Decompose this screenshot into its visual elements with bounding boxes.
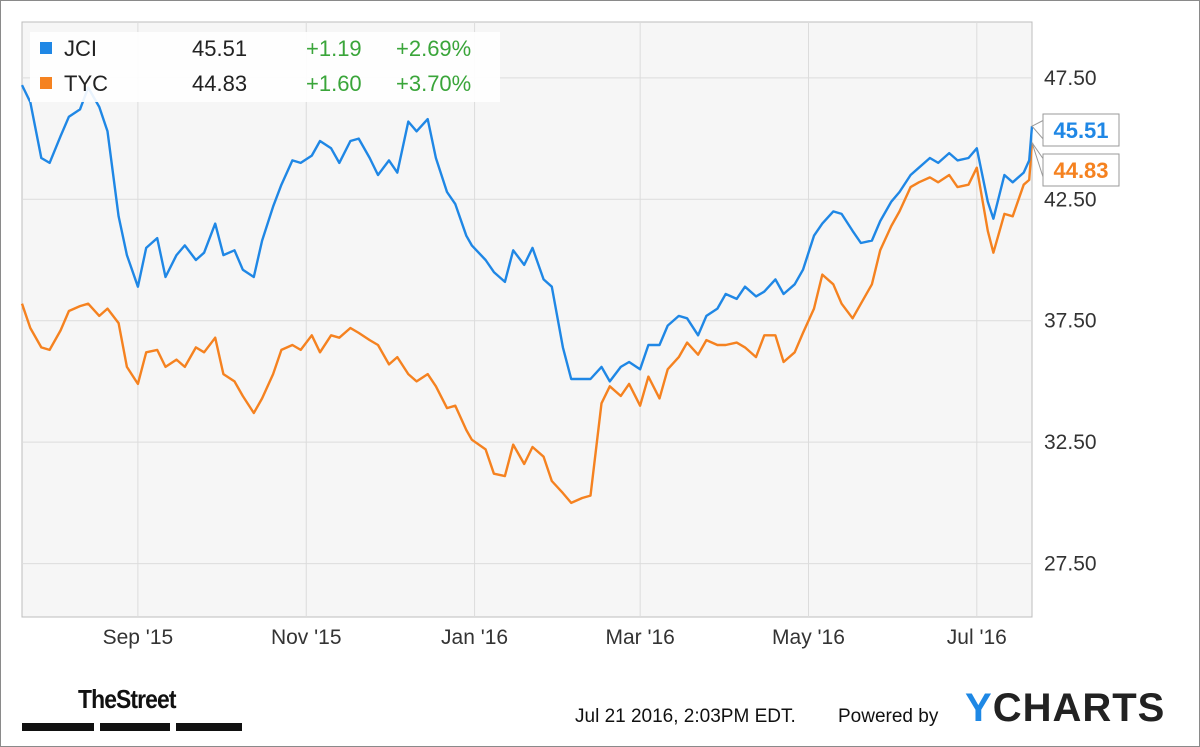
y-tick-label: 42.50 [1044, 188, 1097, 211]
series-line-jci [20, 84, 1034, 383]
series-line-tyc [20, 142, 1034, 505]
plot-area [21, 21, 1033, 618]
legend-row-jci: JCI 45.51 +1.19 +2.69% [40, 36, 471, 61]
legend-change: +1.19 [306, 36, 362, 61]
end-label-tyc: 44.83 [1053, 158, 1108, 183]
x-tick-label: Jan '16 [441, 626, 508, 649]
y-tick-label: 32.50 [1044, 431, 1097, 454]
y-tick-label: 27.50 [1044, 553, 1097, 576]
ycharts-logo[interactable]: YCHARTS [965, 686, 1165, 731]
ycharts-logo-y: Y [965, 686, 993, 730]
powered-by-text: Powered by [838, 706, 939, 727]
legend-symbol: TYC [64, 71, 108, 96]
end-label-pointer [1031, 119, 1045, 142]
legend-swatch-tyc [40, 77, 52, 89]
x-tick-label: Jul '16 [947, 626, 1007, 649]
logo-bar [176, 723, 242, 731]
end-labels: 45.51 44.83 [1031, 113, 1120, 187]
axis-ticks: 27.50 32.50 37.50 42.50 47.50 Sep '15 Nov '15 J… [103, 67, 1097, 649]
series-layer [20, 84, 1034, 505]
legend: JCI 45.51 +1.19 +2.69% TYC 44.83 +1.60 +… [30, 32, 500, 102]
legend-percent: +2.69% [396, 36, 471, 61]
end-label-box [1042, 153, 1120, 187]
x-tick-label: Nov '15 [271, 626, 342, 649]
y-tick-label: 37.50 [1044, 310, 1097, 333]
x-tick-label: Mar '16 [605, 626, 674, 649]
logo-bar [100, 723, 170, 731]
legend-row-tyc: TYC 44.83 +1.60 +3.70% [40, 71, 471, 96]
timestamp: Jul 21 2016, 2:03PM EDT. [575, 706, 796, 727]
legend-background [30, 32, 500, 102]
logo-bar [22, 723, 94, 731]
legend-percent: +3.70% [396, 71, 471, 96]
end-label-pointer [1031, 142, 1045, 181]
thestreet-logo: TheStreet [78, 684, 176, 714]
end-label-box [1042, 113, 1120, 147]
legend-price: 44.83 [192, 71, 247, 96]
x-tick-label: May '16 [772, 626, 845, 649]
legend-change: +1.60 [306, 71, 362, 96]
end-label-jci: 45.51 [1053, 118, 1108, 143]
ycharts-logo-rest: CHARTS [992, 686, 1166, 730]
legend-symbol: JCI [64, 36, 97, 61]
x-tick-label: Sep '15 [103, 626, 174, 649]
legend-swatch-jci [40, 42, 52, 54]
y-tick-label: 47.50 [1044, 67, 1097, 90]
legend-price: 45.51 [192, 36, 247, 61]
